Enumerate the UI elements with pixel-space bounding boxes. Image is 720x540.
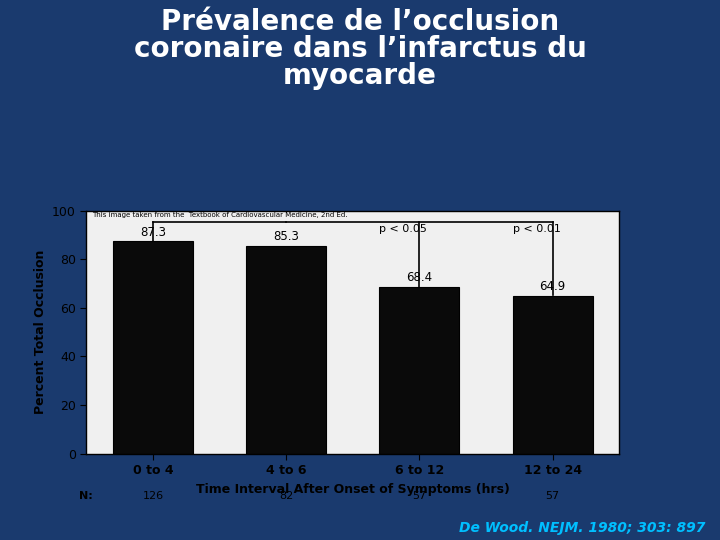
Text: 57: 57 — [546, 491, 559, 502]
Text: This image taken from the  Textbook of Cardiovascular Medicine, 2nd Ed.: This image taken from the Textbook of Ca… — [91, 212, 347, 218]
Text: coronaire dans l’infarctus du: coronaire dans l’infarctus du — [134, 35, 586, 63]
Bar — [379, 287, 459, 454]
Y-axis label: Percent Total Occlusion: Percent Total Occlusion — [34, 250, 47, 414]
Text: De Wood. NEJM. 1980; 303: 897: De Wood. NEJM. 1980; 303: 897 — [459, 521, 706, 535]
X-axis label: Time Interval After Onset of Symptoms (hrs): Time Interval After Onset of Symptoms (h… — [196, 483, 510, 496]
Text: N:: N: — [79, 491, 93, 502]
Bar — [513, 296, 593, 454]
Bar — [246, 246, 326, 454]
Text: 82: 82 — [279, 491, 293, 502]
Text: 68.4: 68.4 — [406, 272, 433, 285]
Text: 126: 126 — [143, 491, 163, 502]
Text: p < 0.01: p < 0.01 — [513, 224, 561, 234]
Text: 57: 57 — [413, 491, 426, 502]
Text: 85.3: 85.3 — [274, 231, 299, 244]
Bar — [113, 241, 193, 454]
Text: Prévalence de l’occlusion: Prévalence de l’occlusion — [161, 8, 559, 36]
Text: 64.9: 64.9 — [539, 280, 566, 293]
Text: 87.3: 87.3 — [140, 226, 166, 239]
Text: myocarde: myocarde — [283, 62, 437, 90]
Text: p < 0.05: p < 0.05 — [379, 224, 428, 234]
